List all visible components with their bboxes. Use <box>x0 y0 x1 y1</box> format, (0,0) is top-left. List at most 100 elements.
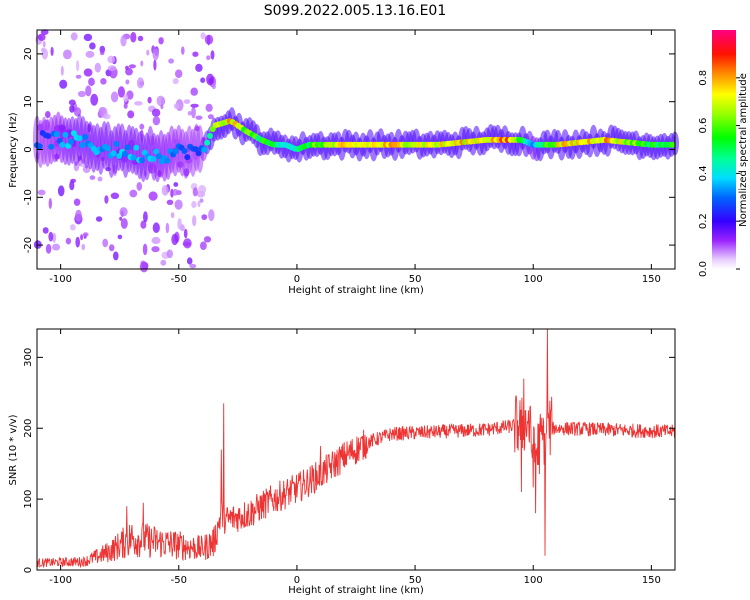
spectrogram-noise-blob <box>195 63 203 72</box>
spectrogram-noise-blob <box>143 211 148 223</box>
spectrogram-noise-blob <box>177 218 182 230</box>
spectrogram-noise-blob <box>152 48 159 61</box>
spectrogram-noise-blob <box>191 200 197 209</box>
spectrogram-ridge-cell <box>138 157 145 164</box>
spectrogram-x-label: Height of straight line (km) <box>288 285 424 296</box>
spectrogram-noise-blob <box>203 236 212 243</box>
spectrogram-noise-blob <box>69 180 75 191</box>
spectrogram-noise-blob <box>123 102 128 109</box>
spectrogram-noise-blob <box>107 65 117 72</box>
colorbar-tick-label: 0.8 <box>698 70 709 86</box>
spectrogram-noise-blob <box>63 49 72 60</box>
spectrogram-ridge-cell <box>155 153 162 160</box>
spectrogram-noise-blob <box>102 238 109 248</box>
spectrogram-noise-blob <box>120 35 127 47</box>
spectrogram-noise-blob <box>181 46 185 55</box>
spectrogram-x-tick-label: 150 <box>642 274 661 285</box>
spectrogram-noise-blob <box>37 189 46 196</box>
snr-panel: -100 -50 0 50 100 150 0 100 200 300 Height of st… <box>8 328 676 596</box>
spectrogram-ridge-cell <box>116 153 123 159</box>
snr-y-label: SNR (10 * v/v) <box>8 414 19 485</box>
spectrogram-noise-blob <box>173 103 180 109</box>
spectrogram-noise-blob <box>151 108 161 117</box>
spectrogram-noise-blob <box>206 55 211 60</box>
spectrogram-noise-blob <box>117 234 123 240</box>
spectrogram-noise-blob <box>125 67 133 76</box>
spectrogram-noise-blob <box>117 86 125 98</box>
spectrogram-noise-blob <box>147 96 152 104</box>
colorbar-tick-label: 0.6 <box>698 118 709 134</box>
spectrogram-noise-blob <box>200 77 206 83</box>
snr-x-ticks: -100 -50 0 50 100 150 <box>49 329 661 586</box>
spectrogram-x-ticks: -100 -50 0 50 100 150 <box>49 30 661 285</box>
spectrogram-ridge-cell <box>62 131 69 138</box>
spectrogram-noise-blob <box>104 195 109 204</box>
spectrogram-noise-blob <box>97 176 103 182</box>
spectrogram-noise-blob <box>191 106 196 119</box>
spectrogram-ridge-cell <box>82 134 89 140</box>
snr-x-tick-label: -50 <box>171 575 187 586</box>
spectrogram-marks <box>33 29 679 273</box>
spectrogram-noise-blob <box>140 220 147 229</box>
spectrogram-y-tick-label: -20 <box>23 237 34 253</box>
spectrogram-noise-blob <box>190 87 198 96</box>
spectrogram-noise-blob <box>59 79 68 89</box>
spectrogram-noise-blob <box>171 233 179 246</box>
spectrogram-noise-blob <box>140 60 144 67</box>
spectrogram-noise-blob <box>151 236 161 245</box>
spectrogram-noise-blob <box>82 232 89 237</box>
spectrogram-noise-blob <box>70 224 76 231</box>
spectrogram-ridge-cell <box>133 144 140 151</box>
colorbar-gradient <box>712 30 736 269</box>
snr-x-tick-label: -100 <box>49 575 72 586</box>
spectrogram-noise-blob <box>52 243 61 251</box>
spectrogram-noise-blob <box>50 46 54 57</box>
spectrogram-noise-blob <box>170 212 175 219</box>
spectrogram-noise-blob <box>60 65 64 76</box>
spectrogram-ridge-cell <box>68 138 74 145</box>
spectrogram-noise-blob <box>152 222 160 233</box>
spectrogram-noise-blob <box>45 243 52 254</box>
spectrogram-noise-blob <box>206 35 211 46</box>
spectrogram-noise-blob <box>160 259 167 266</box>
spectrogram-noise-blob <box>73 198 81 206</box>
spectrogram-noise-blob <box>120 218 128 229</box>
snr-y-ticks: 0 100 200 300 <box>23 348 675 573</box>
spectrogram-noise-blob <box>128 64 136 69</box>
spectrogram-noise-blob <box>186 257 193 265</box>
snr-frame <box>36 328 676 571</box>
spectrogram-noise-blob <box>205 103 213 112</box>
spectrogram-noise-blob <box>137 35 144 42</box>
spectrogram-noise-blob <box>174 199 183 210</box>
spectrogram-noise-blob <box>90 93 99 106</box>
spectrogram-x-tick-label: -50 <box>171 274 187 285</box>
spectrogram-ridge-cell <box>130 154 137 161</box>
colorbar-tick-label: 0.4 <box>698 165 709 181</box>
spectrogram-noise-blob <box>151 246 160 253</box>
spectrogram-noise-blob <box>108 244 115 252</box>
spectrogram-noise-blob <box>139 261 149 273</box>
spectrogram-noise-blob <box>168 58 175 64</box>
spectrogram-noise-blob <box>88 77 95 87</box>
spectrogram-ridge-cell <box>79 142 86 149</box>
spectrogram-noise-blob <box>142 243 148 256</box>
spectrogram-noise-blob <box>136 182 143 191</box>
spectrogram-noise-blob <box>201 214 208 221</box>
spectrogram-noise-blob <box>103 113 111 120</box>
spectrogram-noise-blob <box>125 79 130 85</box>
spectrogram-noise-blob <box>89 175 96 180</box>
snr-x-tick-label: 50 <box>409 575 422 586</box>
spectrogram-ridge-cell <box>204 139 211 146</box>
snr-x-tick-label: 100 <box>524 575 543 586</box>
spectrogram-noise-blob <box>99 45 106 54</box>
spectrogram-ridge-cell <box>201 146 208 153</box>
spectrogram-noise-blob <box>207 114 214 120</box>
spectrogram-noise-blob <box>166 199 174 205</box>
spectrogram-ridge-cell <box>150 156 157 162</box>
spectrogram-noise-blob <box>77 90 86 98</box>
spectrogram-y-tick-label: 0 <box>23 146 34 152</box>
spectrogram-noise-blob <box>208 77 214 84</box>
spectrogram-ridge-cell <box>76 135 83 142</box>
spectrogram-noise-blob <box>139 81 145 86</box>
